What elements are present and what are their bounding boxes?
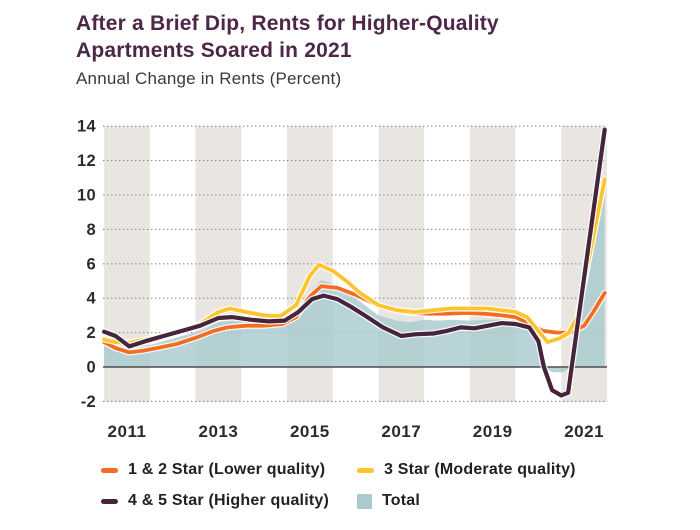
chart-subtitle: Annual Change in Rents (Percent) [76,69,342,88]
legend-item-1-2-star: 1 & 2 Star (Lower quality) [101,458,357,482]
x-tick-label: 2019 [473,422,513,441]
x-tick-label: 2011 [108,422,147,441]
y-tick-label: 10 [77,187,96,205]
legend-item-total: Total [357,489,576,513]
y-tick-label: 0 [87,359,96,377]
legend-label-1-2-star: 1 & 2 Star (Lower quality) [128,461,326,478]
y-tick-label: 8 [87,221,96,239]
legend-swatch-1-2-star [101,467,118,473]
y-tick-label: 4 [87,290,97,308]
x-tick-label: 2015 [290,422,330,441]
series-line [101,127,607,398]
y-tick-label: 12 [77,152,96,170]
legend-item-4-5-star: 4 & 5 Star (Higher quality) [101,489,357,513]
legend-label-3-star: 3 Star (Moderate quality) [384,461,576,478]
y-tick-label: -2 [81,393,96,411]
legend-item-3-star: 3 Star (Moderate quality) [357,458,576,482]
y-tick-label: 14 [77,118,96,136]
legend-swatch-4-5-star [101,498,118,504]
chart-title: After a Brief Dip, Rents for Higher-Qual… [76,10,499,64]
legend-swatch-total [357,493,372,509]
y-tick-label: 6 [87,255,96,273]
chart-title-line-2: Apartments Soared in 2021 [76,39,352,62]
legend-label-total: Total [382,492,421,509]
y-tick-label: 2 [87,324,96,342]
legend-swatch-3-star [357,467,374,473]
x-tick-label: 2013 [199,422,239,441]
chart-legend: 1 & 2 Star (Lower quality) 3 Star (Moder… [101,458,576,513]
legend-label-4-5-star: 4 & 5 Star (Higher quality) [128,492,329,509]
chart-title-line-1: After a Brief Dip, Rents for Higher-Qual… [76,12,499,35]
x-tick-label: 2021 [564,422,604,441]
x-tick-label: 2017 [381,422,421,441]
